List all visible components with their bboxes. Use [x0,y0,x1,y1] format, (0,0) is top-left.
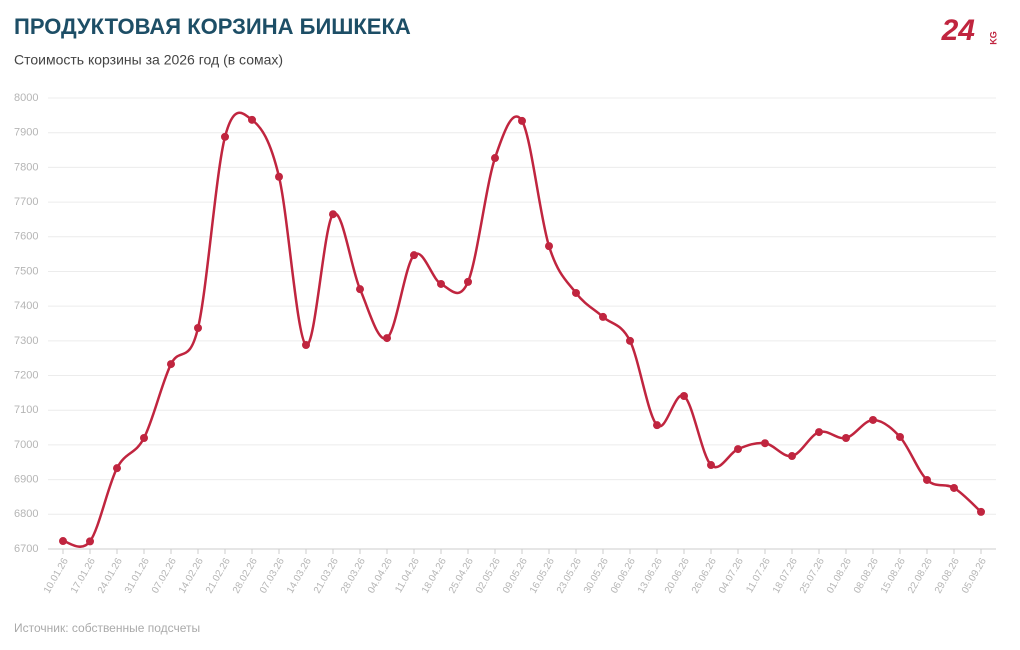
point [518,116,526,125]
x-tick-label: 16.05.26 [528,556,557,596]
point [950,483,958,492]
point [977,507,985,516]
point [896,432,904,441]
x-tick-label: 21.02.26 [204,556,233,596]
x-tick-label: 28.02.26 [231,556,260,596]
x-tick-label: 25.07.26 [798,556,827,596]
y-tick-label: 7200 [14,369,38,381]
x-tick-label: 13.06.26 [636,556,665,596]
source: Источник: собственные подсчеты [14,621,200,635]
point [383,334,391,343]
y-tick-label: 6800 [14,508,38,520]
x-tick-label: 30.05.26 [582,556,611,596]
point [275,172,283,181]
x-tick-label: 11.07.26 [744,556,773,595]
x-tick-label: 04.07.26 [717,556,746,596]
point [788,452,796,461]
point [221,132,229,141]
point [545,242,553,251]
chart-subtitle: Стоимость корзины за 2026 год (в сомах) [14,52,283,68]
x-tick-label: 31.01.26 [123,556,152,596]
point [680,392,688,401]
x-tick-label: 29.08.26 [933,556,962,596]
x-tick-label: 09.05.26 [501,556,530,596]
y-tick-label: 7300 [14,335,38,347]
y-tick-label: 7700 [14,196,38,208]
x-tick-label: 07.03.26 [258,556,287,596]
x-tick-label: 22.08.26 [906,556,935,596]
y-tick-label: 7500 [14,265,38,277]
point [194,324,202,333]
point [842,433,850,442]
chart-title: ПРОДУКТОВАЯ КОРЗИНА БИШКЕКА [14,14,411,39]
point [923,475,931,484]
y-tick-label: 7900 [14,127,38,139]
point [653,421,661,430]
y-tick-label: 7000 [14,439,38,451]
point [734,445,742,454]
x-tick-label: 25.04.26 [447,556,476,596]
x-tick-label: 04.04.26 [366,556,395,596]
point [140,433,148,442]
point [329,210,337,219]
logo: 24 [941,14,976,47]
point [437,279,445,288]
y-tick-label: 7600 [14,231,38,243]
y-tick-label: 7100 [14,404,38,416]
point [707,461,715,470]
point [761,439,769,448]
y-tick-label: 6700 [14,543,38,555]
point [248,115,256,124]
point [356,285,364,294]
x-tick-label: 07.02.26 [150,556,179,596]
point [113,464,121,473]
y-tick-label: 6900 [14,474,38,486]
x-tick-label: 14.02.26 [177,556,206,596]
y-tick-label: 8000 [14,92,38,104]
point [572,288,580,297]
x-tick-label: 21.03.26 [312,556,341,596]
x-tick-label: 24.01.26 [96,556,125,596]
point [302,341,310,350]
point [599,312,607,321]
x-tick-label: 18.04.26 [420,556,449,596]
x-tick-label: 10.01.26 [42,556,71,596]
logo-suffix: KG [988,31,998,45]
x-tick-label: 05.09.26 [960,556,989,596]
point [491,154,499,163]
point [59,537,67,546]
point [626,336,634,345]
point [464,277,472,286]
x-tick-label: 14.03.26 [285,556,314,596]
x-tick-label: 23.05.26 [555,556,584,596]
y-tick-label: 7800 [14,161,38,173]
x-tick-label: 01.08.26 [825,556,854,596]
x-tick-label: 28.03.26 [339,556,368,596]
x-tick-label: 18.07.26 [771,556,800,596]
x-tick-label: 17.01.26 [69,556,98,596]
x-tick-label: 15.08.26 [879,556,908,596]
point [815,428,823,437]
y-tick-label: 7400 [14,300,38,312]
point [869,415,877,424]
x-tick-label: 02.05.26 [474,556,503,596]
x-tick-label: 11.04.26 [393,556,422,595]
point [167,360,175,369]
x-tick-label: 20.06.26 [663,556,692,596]
point [410,251,418,260]
x-tick-label: 06.06.26 [609,556,638,596]
point [86,537,94,546]
x-tick-label: 08.08.26 [852,556,881,596]
x-tick-label: 26.06.26 [690,556,719,596]
